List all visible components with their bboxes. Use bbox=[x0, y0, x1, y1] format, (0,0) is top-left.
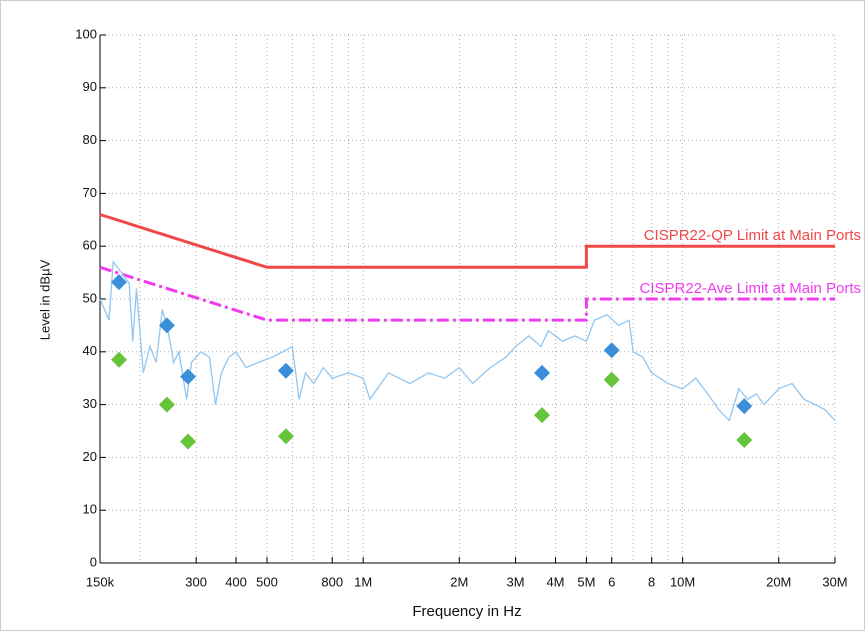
x-tick-label: 6 bbox=[608, 574, 615, 589]
x-tick-label: 150k bbox=[86, 574, 115, 589]
marker bbox=[736, 398, 753, 415]
x-tick-label: 3M bbox=[507, 574, 525, 589]
marker bbox=[110, 274, 127, 291]
y-tick-label: 20 bbox=[83, 449, 97, 464]
y-tick-label: 10 bbox=[83, 502, 97, 517]
y-tick-label: 50 bbox=[83, 290, 97, 305]
x-tick-label: 5M bbox=[577, 574, 595, 589]
series-label: CISPR22-Ave Limit at Main Ports bbox=[640, 280, 861, 297]
x-tick-label: 10M bbox=[670, 574, 695, 589]
x-tick-label: 2M bbox=[450, 574, 468, 589]
series-line bbox=[99, 260, 836, 422]
y-tick-label: 70 bbox=[83, 185, 97, 200]
marker bbox=[603, 371, 620, 388]
x-tick-label: 20M bbox=[766, 574, 791, 589]
y-tick-label: 40 bbox=[83, 343, 97, 358]
x-tick-label: 500 bbox=[256, 574, 278, 589]
marker bbox=[180, 433, 197, 450]
y-tick-label: 100 bbox=[75, 26, 97, 41]
x-tick-label: 4M bbox=[546, 574, 564, 589]
y-tick-label: 90 bbox=[83, 79, 97, 94]
x-tick-label: 1M bbox=[354, 574, 372, 589]
marker bbox=[534, 407, 551, 424]
marker bbox=[158, 317, 175, 334]
marker bbox=[180, 368, 197, 385]
y-axis-title: Level in dBµV bbox=[37, 259, 52, 340]
y-tick-label: 80 bbox=[83, 132, 97, 147]
series-line bbox=[99, 265, 835, 322]
x-tick-label: 400 bbox=[225, 574, 247, 589]
series-line bbox=[99, 213, 835, 269]
marker bbox=[277, 362, 294, 379]
marker bbox=[277, 428, 294, 445]
marker bbox=[736, 431, 753, 448]
marker bbox=[158, 396, 175, 413]
marker bbox=[534, 364, 551, 381]
x-axis-title: Frequency in Hz bbox=[412, 603, 521, 620]
marker bbox=[110, 351, 127, 368]
x-tick-label: 300 bbox=[185, 574, 207, 589]
y-tick-label: 30 bbox=[83, 396, 97, 411]
x-tick-label: 30M bbox=[822, 574, 847, 589]
marker bbox=[603, 342, 620, 359]
x-tick-label: 800 bbox=[321, 574, 343, 589]
series-label: CISPR22-QP Limit at Main Ports bbox=[644, 227, 861, 244]
y-tick-label: 60 bbox=[83, 238, 97, 253]
y-tick-label: 0 bbox=[90, 554, 97, 569]
x-tick-label: 8 bbox=[648, 574, 655, 589]
